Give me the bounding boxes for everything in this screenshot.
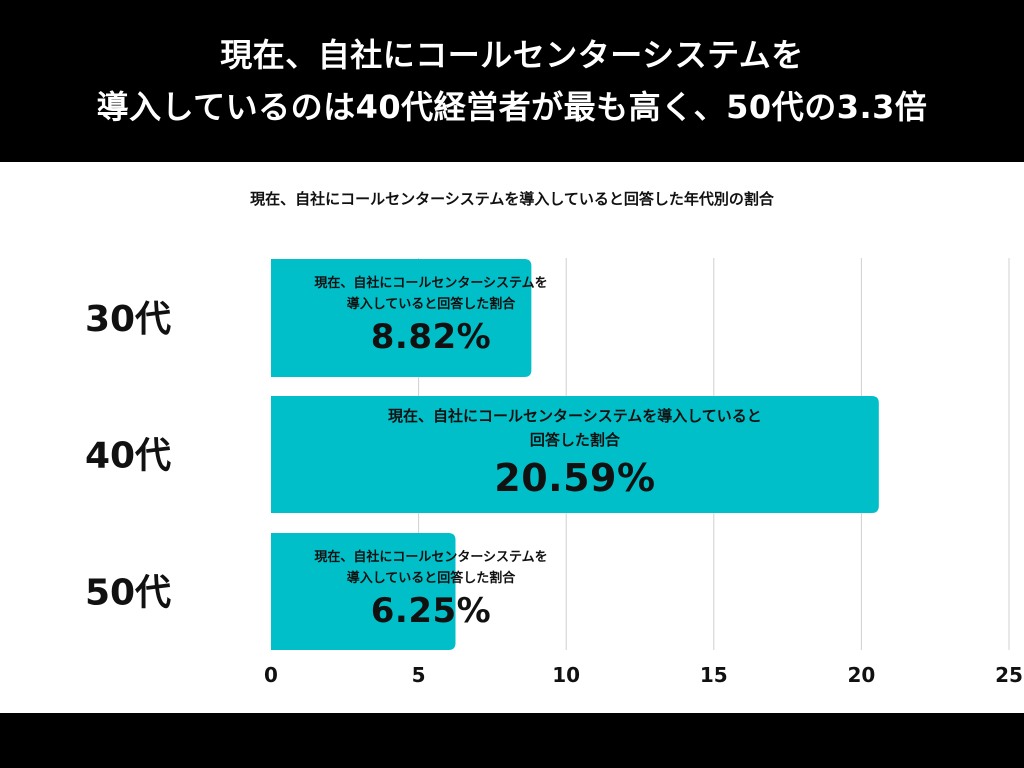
value-label-50代: 6.25%: [370, 591, 492, 631]
bar-text-30代: 現在、自社にコールセンターシステムを 導入していると回答した割合 8.82%: [271, 273, 591, 359]
category-label-40代: 40代: [85, 436, 171, 477]
x-tick-label-20: 20: [847, 663, 875, 687]
headline-line-1: 現在、自社にコールセンターシステムを: [220, 36, 804, 74]
x-tick-label-10: 10: [552, 663, 580, 687]
bar-label-line: 現在、自社にコールセンターシステムを: [314, 550, 548, 565]
x-tick-label-15: 15: [700, 663, 728, 687]
bar-40代: [271, 396, 879, 513]
bar-text-40代: 現在、自社にコールセンターシステムを導入していると 回答した割合 20.59%: [271, 404, 879, 504]
bar-label-line: 導入していると回答した割合: [346, 297, 516, 312]
value-label-30代: 8.82%: [370, 317, 492, 357]
chart-title: 現在、自社にコールセンターシステムを導入していると回答した年代別の割合: [250, 190, 774, 208]
x-tick-label-0: 0: [264, 663, 278, 687]
value-label-40代: 20.59%: [494, 456, 656, 500]
headline-line-2: 導入しているのは40代経営者が最も高く、50代の3.3倍: [96, 88, 928, 126]
bar-label-line: 現在、自社にコールセンターシステムを導入していると: [388, 407, 762, 425]
x-tick-label-25: 25: [995, 663, 1023, 687]
footer-band: [0, 713, 1024, 768]
headline-banner: 現在、自社にコールセンターシステムを 導入しているのは40代経営者が最も高く、5…: [0, 0, 1024, 162]
bar-label-line: 回答した割合: [529, 431, 620, 449]
bar-50代: [271, 533, 456, 650]
bar-30代: [271, 259, 532, 377]
bar-text-50代: 現在、自社にコールセンターシステムを 導入していると回答した割合 6.25%: [271, 547, 591, 633]
bar-label-line: 現在、自社にコールセンターシステムを: [314, 276, 548, 291]
x-tick-label-5: 5: [412, 663, 426, 687]
bar-label-line: 導入していると回答した割合: [346, 571, 516, 586]
category-label-50代: 50代: [85, 573, 171, 614]
category-label-30代: 30代: [85, 299, 171, 340]
